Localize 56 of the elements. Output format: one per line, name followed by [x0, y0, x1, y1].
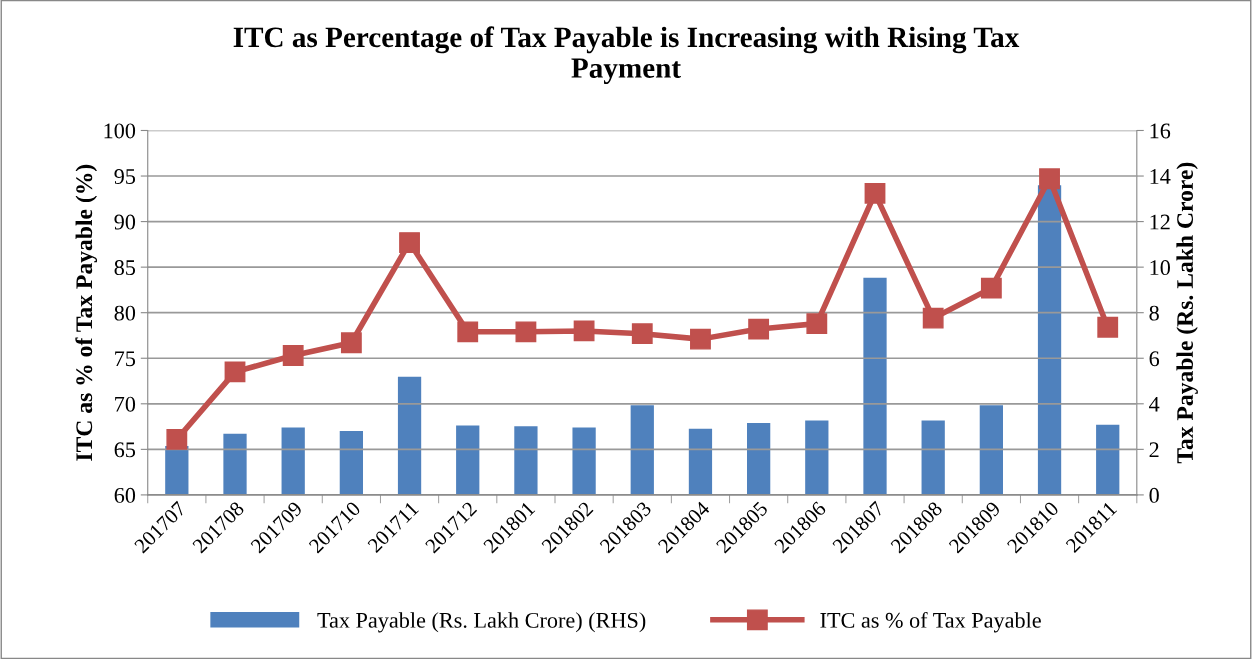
bar: [1037, 185, 1062, 495]
point: [224, 361, 246, 383]
y-tick-label: 60: [114, 487, 136, 503]
y-tick-label: 95: [114, 169, 136, 184]
bar: [572, 427, 596, 495]
bar: [630, 405, 654, 495]
bar: [979, 405, 1003, 495]
y2-tick-label: 16: [1150, 123, 1171, 139]
legend-label: Tax Payable (Rs. Lakh Crore) (RHS): [317, 612, 646, 633]
bar: [747, 422, 771, 495]
bar: [514, 426, 538, 495]
point: [282, 345, 304, 366]
point: [166, 428, 188, 450]
y-tick-label: 65: [114, 442, 136, 458]
y-tick-label: 80: [114, 305, 136, 321]
legend-label: ITC as % of Tax Payable: [820, 611, 1041, 633]
y-tick-label: 85: [114, 260, 136, 276]
y2-tick-label: 2: [1149, 442, 1159, 458]
point: [1039, 168, 1060, 190]
y-tick-label: 100: [104, 123, 136, 139]
bar: [397, 376, 422, 495]
bar: [688, 428, 713, 495]
bar: [223, 433, 247, 495]
bar: [339, 430, 364, 495]
bar: [805, 420, 829, 495]
y2-tick-label: 12: [1150, 214, 1170, 230]
y2-axis-title: Tax Payable (Rs. Lakh Crore): [1176, 162, 1198, 464]
point: [806, 313, 828, 335]
point: [631, 323, 653, 345]
point: [980, 277, 1002, 299]
point: [340, 332, 362, 354]
bar: [1096, 424, 1120, 495]
bar: [281, 427, 305, 495]
y2-tick-label: 4: [1149, 396, 1160, 412]
point: [1097, 316, 1119, 338]
y-tick-label: 75: [115, 351, 136, 367]
point: [864, 182, 886, 204]
point: [748, 318, 770, 340]
chart-title: ITC as Percentage of Tax Payable is Increasing with Rising Tax Payment: [233, 26, 1020, 84]
point: [399, 232, 420, 253]
bar: [863, 277, 887, 495]
bar: [456, 425, 480, 495]
y2-tick-label: 8: [1149, 305, 1159, 321]
y-tick-label: 70: [115, 396, 136, 412]
point: [922, 307, 944, 329]
y2-tick-label: 14: [1150, 169, 1171, 184]
y2-tick-label: 0: [1149, 487, 1159, 503]
bar: [921, 420, 945, 495]
point: [515, 321, 537, 343]
y-axis-title: ITC as % of Tax Payable (%): [75, 164, 98, 461]
y2-tick-label: 6: [1149, 351, 1160, 367]
point: [457, 321, 479, 343]
y2-tick-label: 10: [1150, 260, 1170, 276]
y-tick-label: 90: [114, 214, 136, 230]
point: [573, 320, 595, 342]
point: [690, 328, 711, 350]
